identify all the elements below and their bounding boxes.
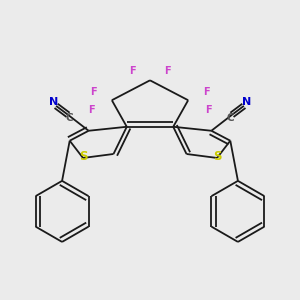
Text: F: F	[206, 104, 212, 115]
Text: N: N	[49, 97, 58, 107]
Text: C: C	[226, 113, 234, 123]
Text: F: F	[203, 87, 210, 97]
Text: S: S	[79, 151, 87, 164]
Text: S: S	[213, 151, 221, 164]
Text: C: C	[66, 113, 74, 123]
Text: F: F	[164, 66, 171, 76]
Text: F: F	[90, 87, 97, 97]
Text: N: N	[242, 97, 251, 107]
Text: F: F	[129, 66, 136, 76]
Text: F: F	[88, 104, 94, 115]
